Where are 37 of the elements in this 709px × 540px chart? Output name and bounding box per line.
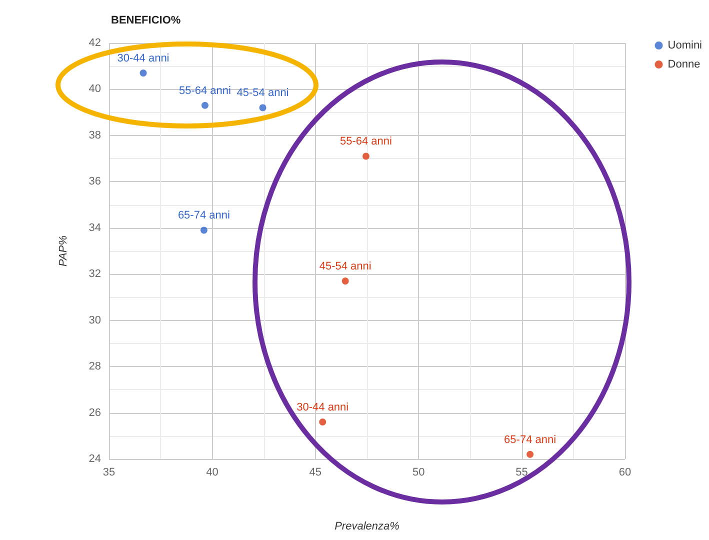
y-axis-title: PAP%	[58, 235, 70, 266]
legend-label: Uomini	[668, 40, 702, 52]
y-tick-label: 24	[88, 453, 101, 465]
point	[200, 226, 208, 234]
point	[259, 104, 266, 112]
annotation: 30-44 anni	[117, 52, 170, 65]
y-tick-label: 38	[88, 129, 101, 142]
x-tick-label: 35	[102, 466, 116, 478]
annotation: 30-44 anni	[296, 402, 349, 414]
x-tick-label: 40	[206, 466, 218, 478]
annotation: 55-64 anni	[340, 136, 392, 148]
point	[362, 152, 370, 160]
y-tick-label: 30	[88, 314, 101, 326]
y-tick-label: 32	[88, 268, 101, 280]
chart-title: BENEFICIO%	[111, 14, 181, 26]
x-tick-label: 55	[516, 466, 528, 478]
annotation: 65-74 anni	[504, 434, 556, 446]
y-tick-label: 42	[88, 37, 101, 49]
x-axis-title: Prevalenza%	[334, 520, 400, 532]
y-tick-label: 36	[88, 176, 101, 188]
x-tick-label: 60	[618, 466, 632, 478]
y-tick-label: 34	[88, 222, 101, 234]
annotation: 55-64 anni	[178, 84, 231, 97]
legend-label: Donne	[668, 58, 700, 70]
y-tick-label: 26	[88, 406, 101, 419]
x-tick-label: 45	[309, 466, 322, 478]
point	[342, 278, 349, 285]
point	[140, 70, 147, 77]
x-tick-label: 50	[412, 466, 425, 478]
annotation: 45-54 anni	[236, 87, 289, 100]
annotation: 65-74 anni	[178, 210, 230, 222]
y-tick-label: 28	[88, 360, 101, 373]
y-tick-label: 40	[88, 83, 101, 96]
point	[526, 450, 534, 458]
point	[201, 102, 208, 109]
annotation: 45-54 anni	[319, 260, 372, 273]
point	[319, 418, 326, 426]
